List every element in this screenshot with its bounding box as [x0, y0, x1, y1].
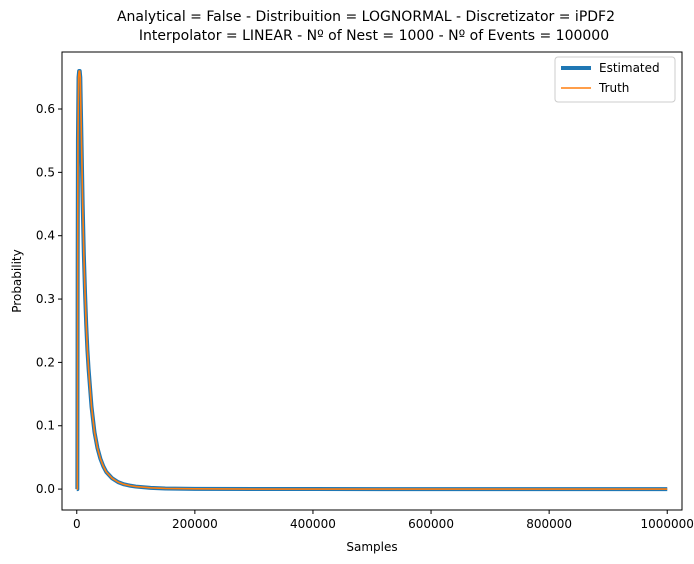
y-tick-label: 0.4 [36, 229, 55, 243]
legend: Estimated Truth [554, 56, 676, 103]
series-line-estimated [75, 69, 668, 492]
x-tick-label: 600000 [408, 517, 454, 531]
y-tick-label: 0.1 [36, 419, 55, 433]
y-axis-label: Probability [10, 249, 24, 312]
chart-title-line-2: Interpolator = LINEAR - Nº of Nest = 100… [139, 28, 609, 44]
tick-layer: 0 200000 400000 600000 800000 1000000 0.0 0.1 0.… [36, 102, 694, 531]
chart-title-line-1: Analytical = False - Distribuition = LOG… [117, 9, 615, 25]
y-tick-label: 0.0 [36, 482, 55, 496]
x-tick-label: 400000 [290, 517, 336, 531]
y-tick-label: 0.5 [36, 165, 55, 179]
y-tick-label: 0.3 [36, 292, 55, 306]
x-tick-label: 1000000 [641, 517, 694, 531]
legend-label-truth: Truth [598, 81, 629, 95]
legend-label-estimated: Estimated [599, 61, 660, 75]
series-line-truth [76, 70, 668, 490]
x-tick-label: 0 [73, 517, 81, 531]
x-tick-label: 200000 [172, 517, 218, 531]
plot-frame [61, 51, 683, 511]
x-tick-label: 800000 [526, 517, 572, 531]
series-layer [75, 69, 668, 492]
x-axis-label: Samples [346, 540, 397, 554]
y-tick-label: 0.2 [36, 355, 55, 369]
y-tick-label: 0.6 [36, 102, 55, 116]
